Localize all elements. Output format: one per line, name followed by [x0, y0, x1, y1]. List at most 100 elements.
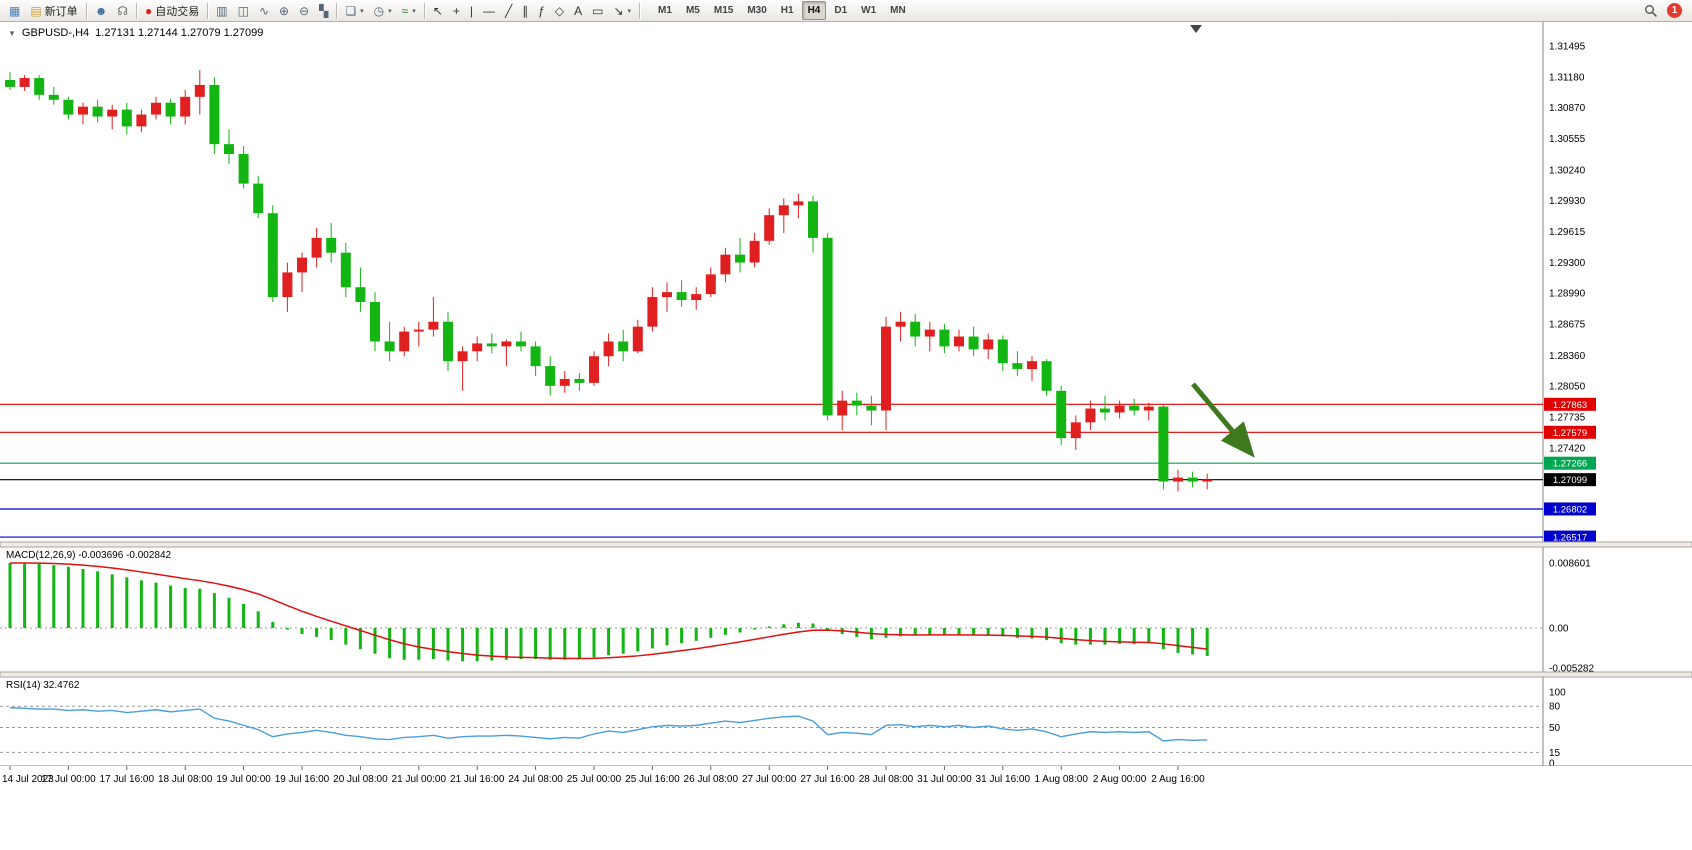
search-button[interactable] — [1639, 0, 1663, 21]
candle — [355, 287, 366, 302]
price-tag-label: 1.26517 — [1553, 533, 1587, 544]
candle — [457, 351, 468, 362]
time-axis-label: 27 Jul 00:00 — [742, 774, 797, 785]
channel-button[interactable]: ∥ — [517, 0, 533, 21]
candle — [282, 272, 293, 298]
dropdown-caret-icon: ▾ — [627, 7, 632, 15]
cursor-button[interactable]: ↖ — [428, 0, 448, 21]
price-axis-label: 1.28990 — [1549, 289, 1586, 300]
macd-axis-label: -0.005282 — [1549, 663, 1594, 674]
toolbar-separator — [207, 2, 209, 19]
price-axis[interactable] — [1543, 22, 1692, 770]
bar-chart-icon: ▥ — [216, 3, 228, 18]
notification-badge[interactable]: 1 — [1667, 3, 1682, 18]
timeframe-button-h1[interactable]: H1 — [780, 5, 794, 16]
fibonacci-button[interactable]: ƒ — [533, 0, 550, 21]
price-axis-label: 1.31495 — [1549, 42, 1586, 53]
toolbar-buttons: ▦ ▤ 新订单 ☻ ☊ ● 自动交易 ▥ ◫ ∿ ⊕ ⊖ ▚ ❏ ▾ ◷ ▾ ≈ ▾ ↖ + | — ╱ ∥ ƒ ◇ A ▭ ↘ ▾ — [4, 0, 643, 22]
price-axis-label: 1.30240 — [1549, 165, 1586, 176]
candle — [78, 106, 88, 115]
candle — [589, 356, 599, 383]
new-order-button[interactable]: ▤ 新订单 — [25, 0, 82, 21]
time-axis-label: 25 Jul 16:00 — [625, 774, 680, 785]
candle — [370, 301, 380, 342]
support-button[interactable]: ☊ — [112, 0, 133, 21]
price-axis-label: 1.28360 — [1549, 351, 1586, 362]
timeframe-button-w1[interactable]: W1 — [861, 5, 877, 16]
candle — [983, 339, 994, 350]
tile-windows-icon: ▚ — [319, 3, 329, 18]
indicators-button[interactable]: ≈ ▾ — [397, 0, 421, 21]
line-chart-button[interactable]: ∿ — [254, 0, 274, 21]
new-window-icon: ❏ — [345, 3, 357, 18]
candlestick-chart-button[interactable]: ◫ — [233, 0, 254, 21]
time-axis-label: 14 Jul 2023 — [2, 774, 54, 785]
new-window-button[interactable]: ❏ ▾ — [340, 0, 368, 21]
candle — [881, 326, 891, 411]
timeframe-button-mn[interactable]: MN — [890, 5, 906, 16]
chart-plot-area[interactable] — [0, 22, 1543, 544]
chart-shift-marker-icon[interactable] — [1190, 25, 1202, 33]
candle — [224, 144, 234, 155]
period-button[interactable]: ◷ ▾ — [369, 0, 397, 21]
candle — [1158, 406, 1169, 482]
candle — [632, 326, 643, 352]
timeframe-button-m15[interactable]: M15 — [713, 5, 734, 16]
auto-trading-button[interactable]: ● 自动交易 — [140, 0, 204, 21]
candle — [1114, 405, 1125, 413]
candle — [486, 343, 497, 347]
zoom-in-button[interactable]: ⊕ — [274, 0, 294, 21]
timeframe-button-m5[interactable]: M5 — [685, 5, 700, 16]
text-button[interactable]: A — [569, 0, 587, 21]
vertical-line-button[interactable]: | — [465, 0, 478, 21]
candle — [311, 237, 322, 258]
toolbar-separator — [336, 2, 338, 19]
candle — [267, 213, 278, 298]
shapes-button[interactable]: ◇ — [550, 0, 569, 21]
horizontal-line-button[interactable]: — — [478, 0, 500, 21]
time-axis-label: 1 Aug 08:00 — [1035, 774, 1089, 785]
price-tag-label: 1.27863 — [1553, 400, 1587, 411]
tile-windows-button[interactable]: ▚ — [314, 0, 333, 21]
zoom-out-button[interactable]: ⊖ — [294, 0, 314, 21]
candle — [910, 321, 921, 337]
candle — [326, 237, 337, 253]
candle — [180, 96, 191, 117]
rsi-axis-label: 80 — [1549, 702, 1561, 713]
vertical-line-icon: | — [469, 3, 473, 18]
candle — [428, 321, 439, 330]
bar-chart-button[interactable]: ▥ — [211, 0, 232, 21]
arrows-button[interactable]: ↘ ▾ — [608, 0, 636, 21]
label-button[interactable]: ▭ — [587, 0, 608, 21]
candle — [121, 109, 132, 127]
candle — [297, 257, 307, 273]
timeframe-button-m1[interactable]: M1 — [658, 5, 672, 16]
time-axis-label: 27 Jul 16:00 — [800, 774, 855, 785]
timeframe-button-m30[interactable]: M30 — [747, 5, 767, 16]
community-button[interactable]: ☻ — [90, 0, 113, 21]
candle — [1100, 408, 1110, 413]
new-chart-button[interactable]: ▦ — [4, 0, 25, 21]
new-order-icon: ▤ — [30, 3, 42, 18]
chart-area[interactable]: 1.27863 1.27579 1.27266 1.27099 1.26802 1.265… — [0, 22, 1692, 850]
price-tag-label: 1.26802 — [1553, 504, 1587, 515]
panel-separator[interactable] — [0, 541, 1692, 548]
candle — [63, 99, 74, 115]
timeframe-button-h4[interactable]: H4 — [801, 1, 827, 20]
trendline-button[interactable]: ╱ — [500, 0, 517, 21]
candle — [209, 84, 220, 145]
candle — [720, 254, 731, 275]
time-axis[interactable] — [0, 766, 1692, 790]
time-axis-label: 24 Jul 08:00 — [508, 774, 563, 785]
candle — [413, 329, 424, 332]
candle — [954, 336, 964, 347]
price-tag-label: 1.27266 — [1553, 459, 1587, 470]
crosshair-button[interactable]: + — [448, 0, 465, 21]
channel-icon: ∥ — [522, 3, 529, 18]
candle — [340, 252, 351, 288]
panel-separator[interactable] — [0, 671, 1692, 678]
time-axis-label: 28 Jul 08:00 — [859, 774, 914, 785]
trend-arrow[interactable] — [1191, 382, 1255, 458]
timeframe-button-d1[interactable]: D1 — [834, 5, 848, 16]
